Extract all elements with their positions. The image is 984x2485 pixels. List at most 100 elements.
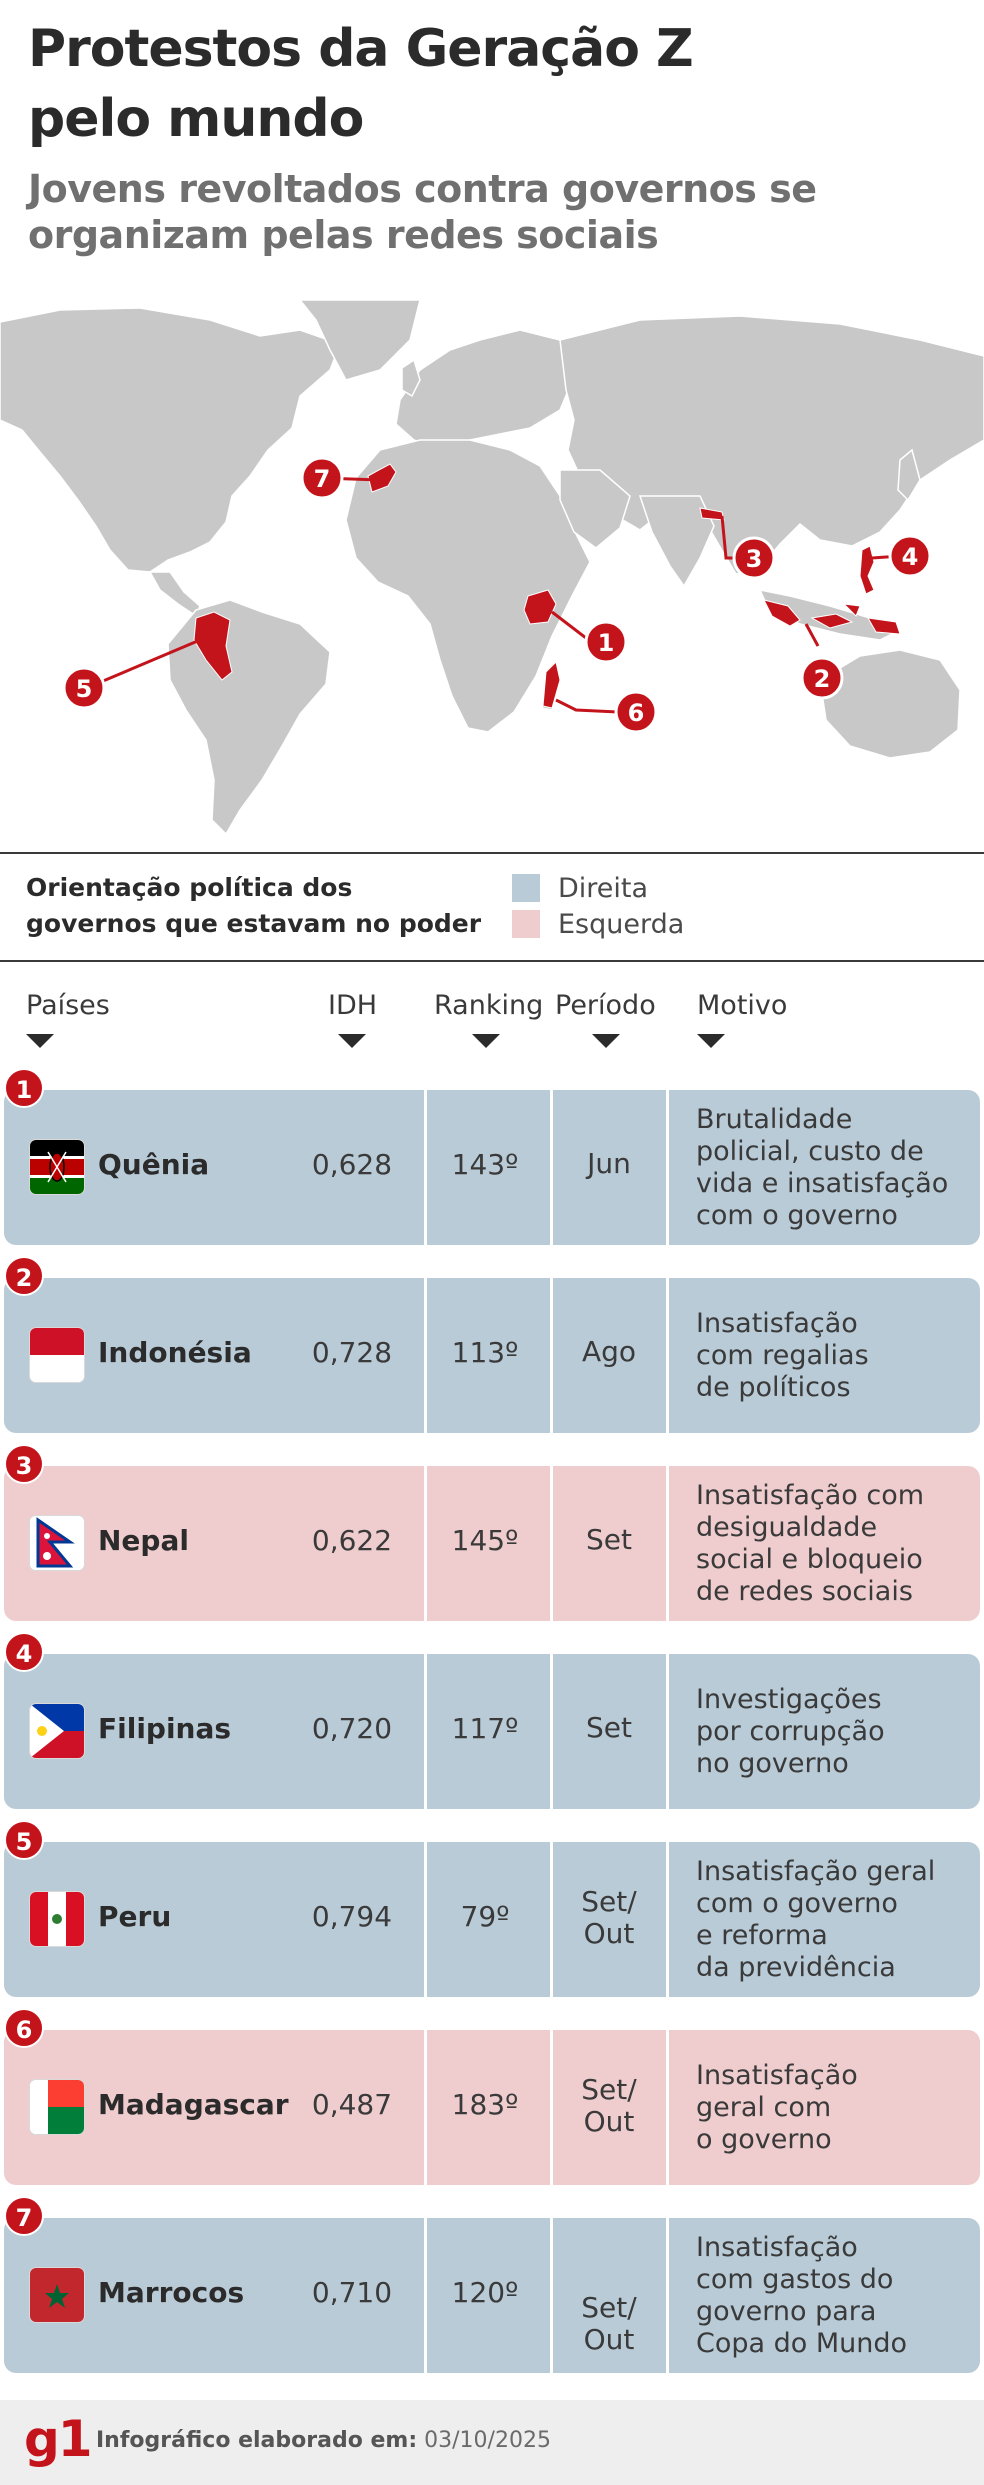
ranking-value: 183º <box>451 2088 519 2121</box>
cell-divider <box>550 2218 553 2373</box>
legend-item-right: Direita <box>512 870 648 906</box>
ranking-value: 117º <box>451 1712 519 1745</box>
idh-value: 0,628 <box>311 1148 393 1181</box>
leader-line-6 <box>555 698 619 714</box>
map-marker-7[interactable] <box>300 456 344 500</box>
page-title: Protestos da Geração Z pelo mundo <box>28 19 694 149</box>
asia-landmass <box>559 315 984 575</box>
cell-divider <box>550 1654 553 1809</box>
peru-flag-icon <box>30 1892 84 1946</box>
table-row: Madagascar 0,487 183º Set/ Out Insatisfa… <box>4 2030 980 2185</box>
idh-value: 0,728 <box>311 1336 393 1369</box>
column-header-motive: Motivo <box>697 990 788 1021</box>
map-marker-6[interactable] <box>614 690 658 734</box>
sort-arrow-period-icon <box>592 1034 620 1048</box>
map-marker-5[interactable] <box>62 666 106 710</box>
india-landmass <box>638 495 715 588</box>
column-header-ranking: Ranking <box>434 990 544 1021</box>
period-value: Set/ Out <box>581 1885 637 1950</box>
table-row: Peru 0,794 79º Set/ Out Insatisfação ger… <box>4 1842 980 1997</box>
cell-divider <box>666 1278 669 1433</box>
cell-divider <box>550 2030 553 2185</box>
cell-divider <box>550 1090 553 1245</box>
cell-divider <box>666 1466 669 1621</box>
indonesia-flag-icon <box>30 1328 84 1382</box>
map-marker-4[interactable] <box>888 534 932 578</box>
row-number-badge: 2 <box>4 1256 44 1296</box>
period-value: Set <box>586 1711 632 1744</box>
period-value: Set/ Out <box>581 2291 637 2356</box>
cell-divider <box>424 2218 427 2373</box>
cell-divider <box>424 1842 427 1997</box>
europe-landmass <box>395 329 581 451</box>
legend-label-right: Direita <box>558 872 649 904</box>
map-marker-1-label: 1 <box>598 629 615 657</box>
map-marker-7-label: 7 <box>314 465 331 493</box>
cell-divider <box>424 1278 427 1433</box>
table-row: Quênia 0,628 143º Jun Brutalidade polici… <box>4 1090 980 1245</box>
map-marker-2[interactable] <box>800 656 844 700</box>
country-name: Indonésia <box>98 1336 252 1369</box>
cell-divider <box>424 1654 427 1809</box>
indonesia-shape <box>763 599 901 635</box>
cell-divider <box>666 2030 669 2185</box>
peru-shape <box>193 611 233 681</box>
arabia-landmass <box>559 469 631 549</box>
idh-value: 0,710 <box>311 2276 393 2309</box>
idh-value: 0,720 <box>311 1712 393 1745</box>
nepal-flag-icon <box>30 1516 84 1570</box>
madagascar-shape <box>542 661 561 709</box>
ranking-value: 143º <box>451 1148 519 1181</box>
leader-line-2 <box>804 623 820 647</box>
table-row: Marrocos 0,710 120º Set/ Out Insatisfaçã… <box>4 2218 980 2373</box>
motive-text: Insatisfação geral com o governo <box>696 2060 858 2155</box>
motive-text: Insatisfação geral com o governo e refor… <box>696 1856 936 1983</box>
column-header-idh: IDH <box>328 990 378 1021</box>
country-name: Madagascar <box>98 2088 289 2121</box>
leader-line-5 <box>95 638 201 686</box>
table-row: Nepal 0,622 145º Set Insatisfação com de… <box>4 1466 980 1621</box>
country-name: Quênia <box>98 1148 210 1181</box>
legend-title: Orientação política dos governos que est… <box>26 873 482 938</box>
ranking-value: 113º <box>451 1336 519 1369</box>
ranking-value: 120º <box>451 2276 519 2309</box>
map-marker-3[interactable] <box>732 536 776 580</box>
central-america-landmass <box>148 571 201 618</box>
ranking-value: 145º <box>451 1524 519 1557</box>
cell-divider <box>666 1654 669 1809</box>
g1-logo[interactable]: g1 <box>24 2410 93 2468</box>
idh-value: 0,487 <box>311 2088 393 2121</box>
uk-landmass <box>401 358 421 398</box>
legend-swatch-left <box>512 910 540 938</box>
country-name: Nepal <box>98 1524 189 1557</box>
nepal-shape <box>699 507 725 521</box>
motive-text: Insatisfação com desigualdade social e b… <box>696 1480 925 1607</box>
idh-value: 0,622 <box>311 1524 393 1557</box>
north-america-landmass <box>0 307 341 573</box>
world-map: 1 2 3 4 5 6 7 <box>0 300 984 836</box>
legend-top-divider <box>0 852 984 854</box>
africa-landmass <box>345 439 591 733</box>
cell-divider <box>424 2030 427 2185</box>
map-markers: 1 2 3 4 5 6 7 <box>62 456 932 734</box>
row-number-badge: 7 <box>4 2196 44 2236</box>
country-name: Marrocos <box>98 2276 245 2309</box>
cell-divider <box>424 1466 427 1621</box>
legend-swatch-right <box>512 874 540 902</box>
sort-arrow-motive-icon <box>697 1034 725 1048</box>
footer: g1 Infográfico elaborado em: 03/10/2025 <box>0 2400 984 2485</box>
row-number-badge: 1 <box>4 1068 44 1108</box>
footer-date: 03/10/2025 <box>424 2428 551 2453</box>
ranking-value: 79º <box>460 1900 510 1933</box>
madagascar-flag-icon <box>30 2080 84 2134</box>
map-marker-5-label: 5 <box>76 675 93 703</box>
map-marker-1[interactable] <box>584 620 628 664</box>
map-marker-3-label: 3 <box>746 545 763 573</box>
cell-divider <box>424 1090 427 1245</box>
philippines-flag-icon <box>30 1704 84 1758</box>
kenya-shape <box>523 589 557 625</box>
motive-text: Insatisfação com gastos do governo para … <box>696 2232 908 2359</box>
row-number-badge: 5 <box>4 1820 44 1860</box>
map-marker-4-label: 4 <box>902 543 919 571</box>
period-value: Jun <box>587 1147 631 1180</box>
